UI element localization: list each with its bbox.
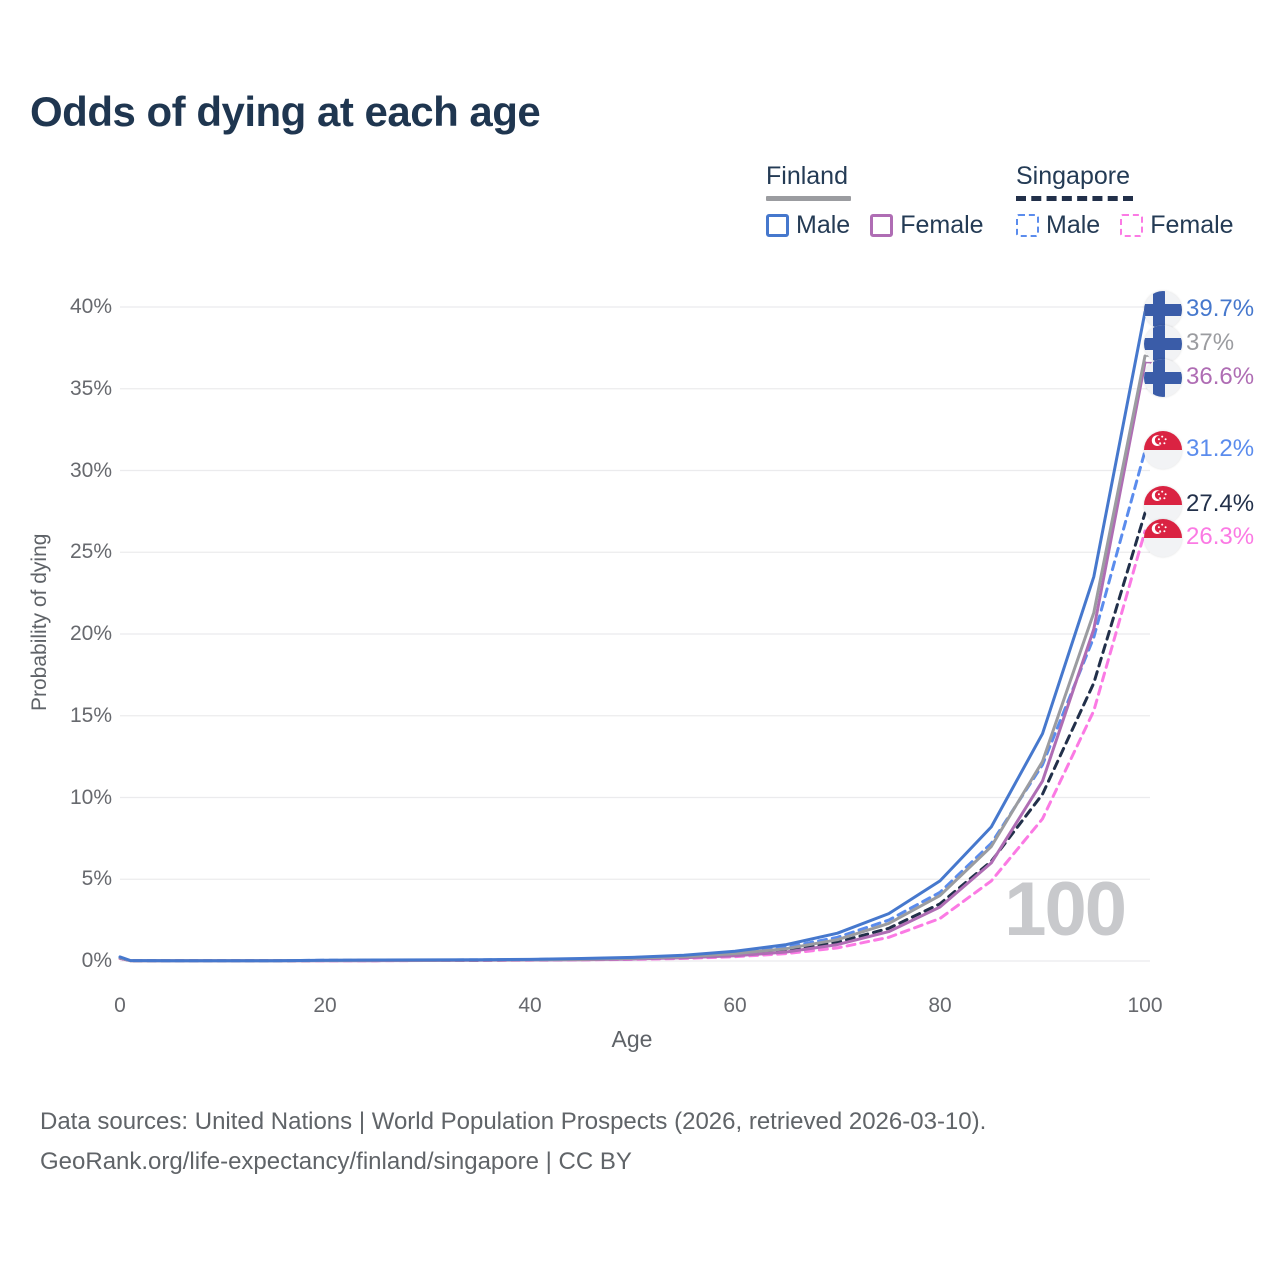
legend-group-finland-label: Finland <box>766 162 848 190</box>
y-tick-label: 5% <box>81 867 112 891</box>
x-tick-label: 60 <box>723 994 747 1017</box>
legend-item-label: Male <box>1046 211 1101 239</box>
legend-item-label: Male <box>796 211 851 239</box>
x-tick-label: 100 <box>1127 994 1163 1017</box>
finland-male-checkbox[interactable] <box>766 214 789 237</box>
x-tick-label: 40 <box>518 994 542 1017</box>
y-axis-title: Probability of dying <box>28 533 51 712</box>
legend-group-singapore: Singapore Male Female <box>1016 162 1254 240</box>
singapore-flag-icon <box>1144 431 1182 469</box>
series-end-value: 27.4% <box>1186 490 1255 517</box>
x-axis-title: Age <box>611 1026 653 1052</box>
legend-item-label: Female <box>900 211 984 239</box>
y-tick-label: 30% <box>69 458 112 482</box>
legend-group-finland: Finland Male Female <box>766 162 1004 240</box>
singapore-flag-icon <box>1144 486 1182 524</box>
singapore-male-checkbox[interactable] <box>1016 214 1039 237</box>
x-tick-label: 20 <box>313 994 337 1017</box>
series-end-value: 26.3% <box>1186 523 1255 550</box>
series-end-value: 37% <box>1186 329 1235 356</box>
data-sources-text: Data sources: United Nations | World Pop… <box>40 1108 987 1135</box>
finland-flag-icon <box>1144 359 1182 397</box>
legend-group-singapore-label: Singapore <box>1016 162 1130 190</box>
y-tick-label: 0% <box>81 949 112 972</box>
y-tick-label: 10% <box>69 785 112 809</box>
series-line-finland-male <box>118 310 1147 963</box>
y-tick-label: 15% <box>69 703 112 727</box>
series-end-value: 39.7% <box>1186 295 1255 322</box>
page-title: Odds of dying at each age <box>30 88 541 135</box>
legend-item-singapore-male[interactable]: Male <box>1016 211 1100 240</box>
legend-item-singapore-female[interactable]: Female <box>1120 211 1234 240</box>
legend-item-finland-male[interactable]: Male <box>766 211 850 240</box>
series-end-value: 36.6% <box>1186 363 1255 390</box>
series-end-value: 31.2% <box>1186 435 1255 462</box>
legend-item-finland-female[interactable]: Female <box>870 211 984 240</box>
singapore-female-checkbox[interactable] <box>1120 214 1144 237</box>
legend-item-label: Female <box>1150 211 1234 239</box>
finland-flag-icon <box>1144 325 1182 363</box>
y-tick-label: 25% <box>69 540 112 564</box>
y-tick-label: 40% <box>69 295 112 318</box>
x-tick-label: 0 <box>114 994 126 1017</box>
attribution-link-text: GeoRank.org/life-expectancy/finland/sing… <box>40 1148 632 1175</box>
finland-flag-icon <box>1144 291 1182 329</box>
y-tick-label: 20% <box>69 622 112 645</box>
age-marker-watermark: 100 <box>1004 867 1127 952</box>
legend-singapore-line-style-swatch <box>1016 196 1133 201</box>
x-tick-label: 80 <box>928 994 952 1017</box>
singapore-flag-icon <box>1144 519 1182 557</box>
y-tick-label: 35% <box>69 376 112 400</box>
legend-finland-line-style-swatch <box>766 196 851 201</box>
finland-female-checkbox[interactable] <box>870 214 894 237</box>
